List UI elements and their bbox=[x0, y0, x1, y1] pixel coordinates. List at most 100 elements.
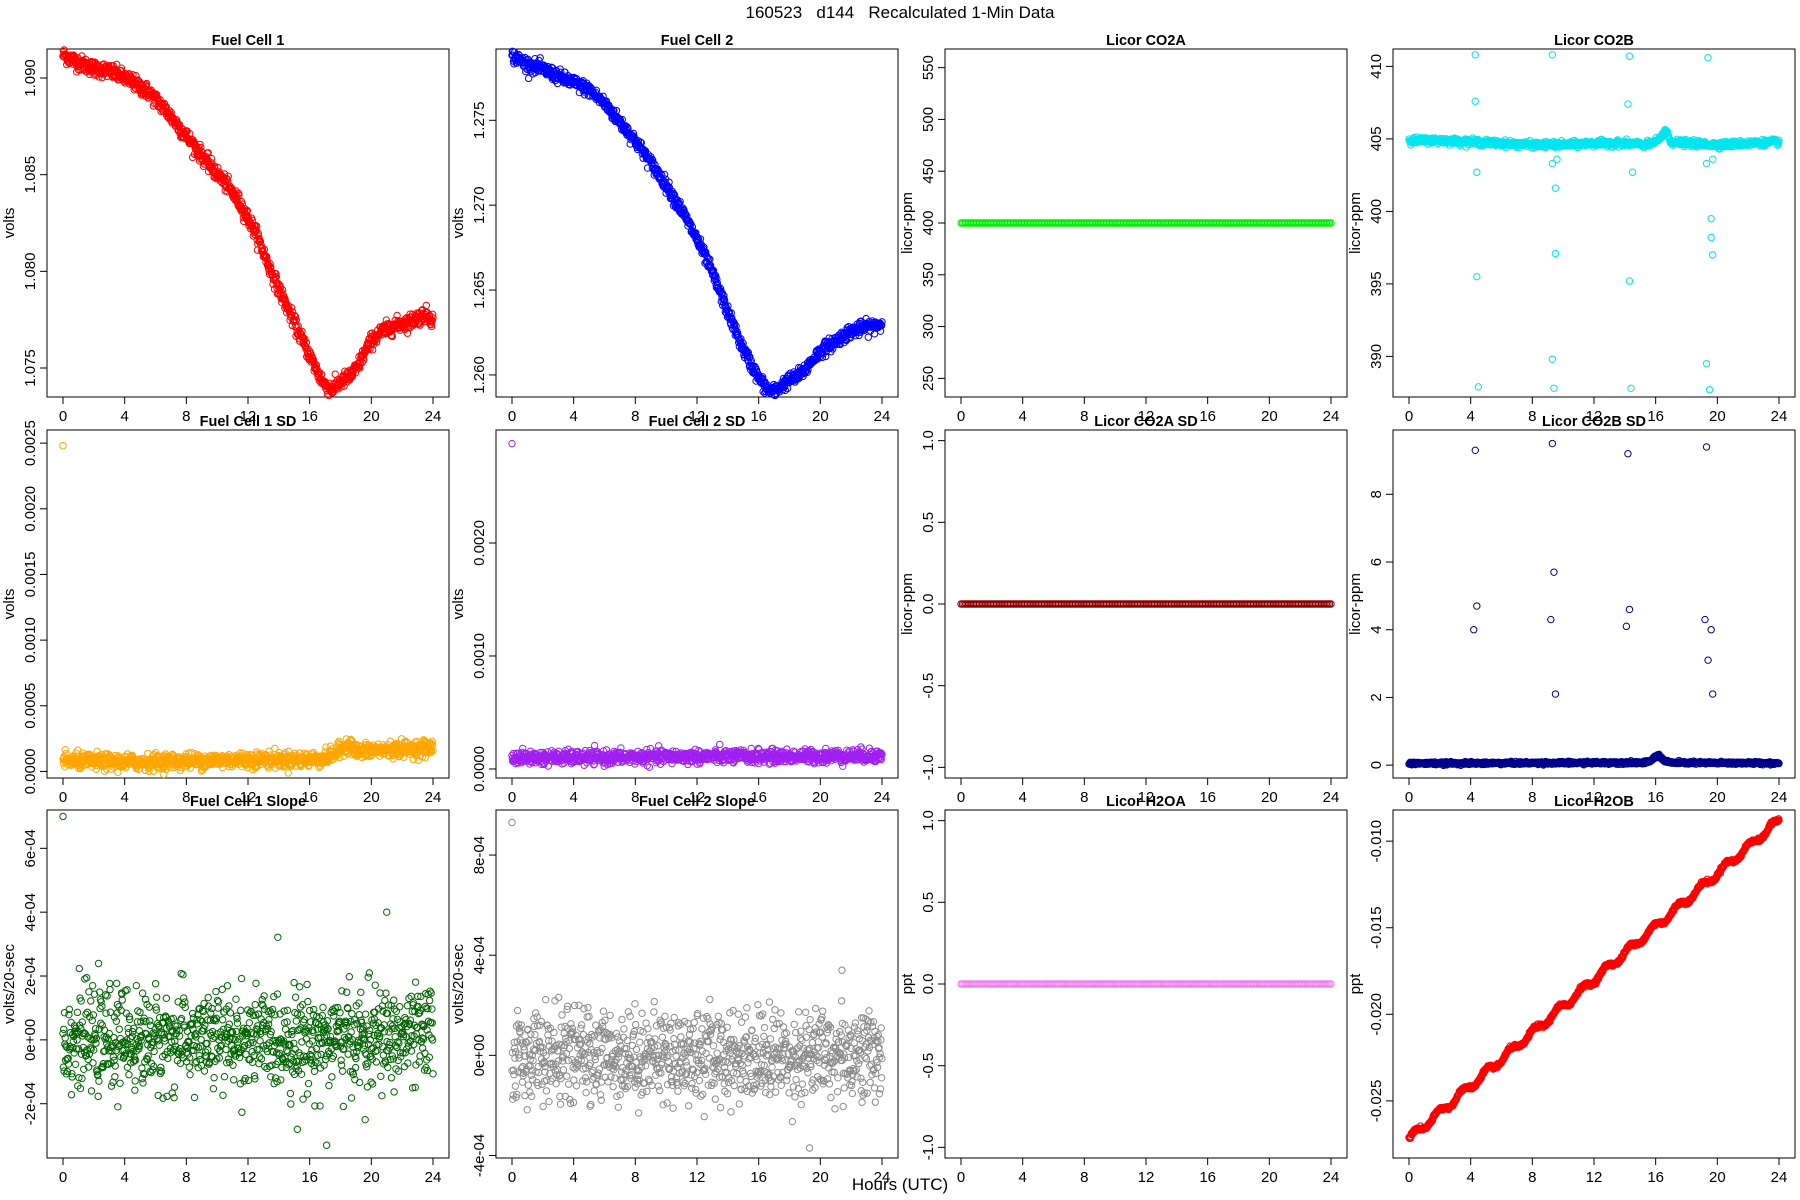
data-point bbox=[657, 170, 666, 179]
x-tick-label: 20 bbox=[812, 408, 829, 425]
data-point bbox=[536, 54, 544, 62]
data-point bbox=[271, 744, 279, 753]
y-tick-label: 0.0000 bbox=[471, 746, 488, 792]
data-point bbox=[744, 348, 752, 357]
data-point bbox=[207, 154, 216, 163]
outlier-point bbox=[1702, 359, 1711, 368]
data-point bbox=[403, 329, 412, 337]
y-tick-label: 395 bbox=[1368, 271, 1385, 296]
data-point bbox=[298, 327, 306, 335]
y-axis-label: volts bbox=[1, 208, 18, 239]
y-tick-label: 1.265 bbox=[471, 271, 488, 309]
outlier-point bbox=[1705, 386, 1714, 394]
data-points bbox=[508, 47, 886, 400]
y-tick-label: 350 bbox=[920, 262, 937, 287]
data-point bbox=[223, 175, 232, 184]
outlier-point bbox=[1548, 355, 1557, 363]
x-tick-label: 4 bbox=[120, 408, 128, 425]
data-point bbox=[713, 279, 721, 287]
plot-frame bbox=[46, 429, 450, 779]
data-point bbox=[256, 237, 265, 246]
data-point bbox=[742, 347, 751, 355]
x-tick-label: 20 bbox=[363, 789, 380, 806]
x-tick-label: 16 bbox=[1199, 408, 1216, 425]
data-point bbox=[235, 191, 243, 199]
outlier-point bbox=[1551, 184, 1560, 192]
data-point bbox=[287, 304, 296, 312]
x-tick-label: 0 bbox=[508, 789, 516, 806]
data-point bbox=[732, 322, 740, 330]
data-point bbox=[416, 321, 424, 329]
outlier-point bbox=[1551, 249, 1560, 258]
data-point bbox=[360, 356, 368, 364]
y-tick-label: 0.0005 bbox=[22, 683, 39, 729]
data-point bbox=[267, 263, 275, 271]
y-tick-label: 405 bbox=[1368, 126, 1385, 151]
x-tick-label: 4 bbox=[569, 789, 577, 806]
data-points bbox=[1405, 51, 1783, 394]
panel-title: Fuel Cell 2 bbox=[661, 33, 734, 49]
data-point bbox=[183, 127, 191, 135]
x-tick-label: 0 bbox=[59, 789, 67, 806]
data-point bbox=[220, 170, 229, 178]
data-point bbox=[272, 270, 280, 278]
y-axis-label: licor-ppm bbox=[899, 192, 916, 254]
y-tick-label: 0.0020 bbox=[471, 520, 488, 566]
data-points bbox=[957, 219, 1335, 227]
y-tick-label: 1.080 bbox=[22, 253, 39, 291]
data-point bbox=[696, 235, 705, 243]
x-tick-label: 24 bbox=[425, 789, 442, 806]
data-points bbox=[59, 442, 437, 779]
x-tick-label: 8 bbox=[1080, 408, 1088, 425]
data-point bbox=[308, 357, 317, 365]
x-tick-label: 12 bbox=[689, 408, 706, 425]
data-point bbox=[660, 170, 669, 179]
y-tick-label: 450 bbox=[920, 159, 937, 184]
y-axis-label: licor-ppm bbox=[1347, 192, 1364, 254]
data-point bbox=[429, 314, 437, 322]
data-point bbox=[312, 361, 321, 369]
y-tick-label: 0.0000 bbox=[22, 748, 39, 794]
data-point bbox=[510, 48, 519, 56]
x-tick-label: 24 bbox=[1771, 408, 1788, 425]
y-axis-label: volts bbox=[1, 589, 18, 620]
outlier-point bbox=[1707, 233, 1715, 242]
data-point bbox=[291, 313, 300, 321]
x-tick-label: 20 bbox=[812, 789, 829, 806]
outlier-point bbox=[1548, 51, 1557, 59]
y-tick-label: 250 bbox=[920, 366, 937, 391]
y-tick-label: 0.0020 bbox=[22, 486, 39, 532]
x-tick-label: 4 bbox=[569, 408, 577, 425]
data-point bbox=[301, 335, 309, 343]
y-axis-label: volts bbox=[450, 208, 467, 239]
outlier-point bbox=[1628, 168, 1637, 176]
data-point bbox=[747, 356, 755, 365]
data-point bbox=[781, 386, 790, 395]
y-tick-label: 0.0015 bbox=[22, 552, 39, 598]
x-tick-label: 16 bbox=[1647, 408, 1664, 425]
y-tick-label: 390 bbox=[1368, 344, 1385, 369]
data-point bbox=[196, 140, 204, 149]
outlier-point bbox=[1709, 251, 1717, 259]
data-point bbox=[278, 286, 287, 294]
data-point bbox=[864, 333, 872, 341]
x-tick-label: 24 bbox=[1323, 408, 1340, 425]
panel-title: Fuel Cell 1 bbox=[212, 33, 285, 49]
data-point bbox=[877, 321, 886, 330]
data-point bbox=[337, 383, 345, 391]
data-point bbox=[281, 295, 289, 304]
y-tick-label: 0.0010 bbox=[22, 617, 39, 663]
data-point bbox=[846, 334, 855, 342]
y-tick-label: 300 bbox=[920, 314, 937, 339]
outlier-point bbox=[1625, 277, 1634, 285]
data-point bbox=[282, 299, 291, 308]
y-tick-label: 1.090 bbox=[22, 59, 39, 97]
x-tick-label: 12 bbox=[1138, 408, 1155, 425]
data-point bbox=[645, 763, 654, 771]
